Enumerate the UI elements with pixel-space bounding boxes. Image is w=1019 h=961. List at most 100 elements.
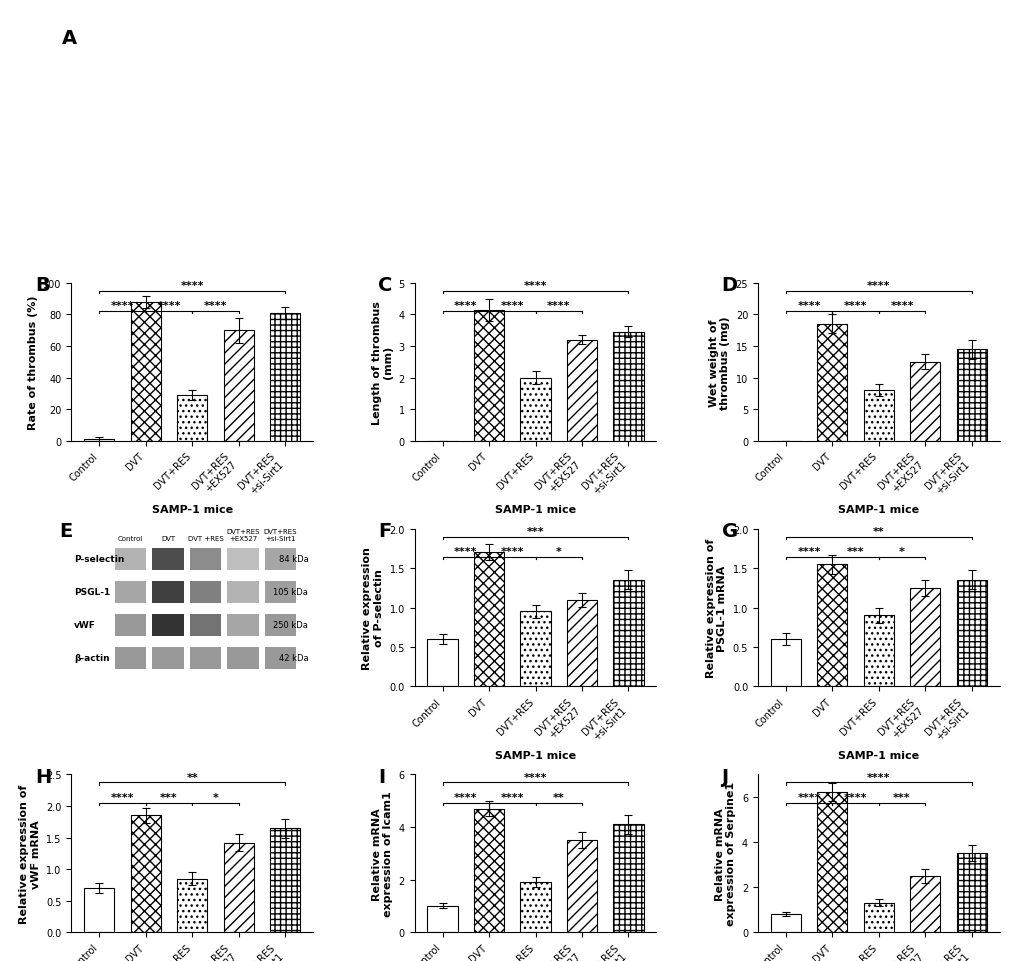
- Bar: [130, 303, 161, 441]
- Bar: [863, 616, 893, 687]
- X-axis label: SAMP-1 mice: SAMP-1 mice: [494, 751, 576, 760]
- Bar: [227, 581, 259, 604]
- Bar: [474, 809, 503, 932]
- Bar: [152, 614, 183, 636]
- Bar: [770, 914, 800, 932]
- Text: ****: ****: [866, 281, 890, 290]
- Text: DVT: DVT: [161, 535, 175, 542]
- X-axis label: SAMP-1 mice: SAMP-1 mice: [838, 505, 918, 515]
- Y-axis label: Relative mRNA
expression of Serpine1: Relative mRNA expression of Serpine1: [714, 781, 736, 925]
- Text: ****: ****: [843, 792, 866, 802]
- Text: 42 kDa: 42 kDa: [278, 653, 308, 663]
- Bar: [474, 310, 503, 441]
- Bar: [177, 878, 207, 932]
- X-axis label: SAMP-1 mice: SAMP-1 mice: [838, 751, 918, 760]
- Bar: [520, 612, 550, 687]
- Bar: [816, 325, 847, 441]
- Bar: [567, 600, 596, 687]
- Text: ****: ****: [157, 301, 180, 311]
- Text: J: J: [720, 767, 728, 786]
- Bar: [190, 581, 221, 604]
- Bar: [567, 340, 596, 441]
- Bar: [612, 333, 643, 441]
- Bar: [909, 588, 940, 687]
- Bar: [190, 614, 221, 636]
- Bar: [770, 639, 800, 687]
- Bar: [152, 581, 183, 604]
- Bar: [270, 828, 300, 932]
- Text: ***: ***: [160, 792, 177, 802]
- Text: ****: ****: [797, 547, 820, 556]
- Bar: [270, 313, 300, 441]
- Bar: [223, 331, 254, 441]
- Y-axis label: Wet weight of
thrombus (mg): Wet weight of thrombus (mg): [708, 315, 730, 409]
- Bar: [115, 648, 146, 669]
- Text: ****: ****: [453, 547, 477, 556]
- Text: C: C: [378, 276, 392, 295]
- Bar: [863, 391, 893, 441]
- Text: ****: ****: [523, 281, 547, 290]
- X-axis label: SAMP-1 mice: SAMP-1 mice: [494, 505, 576, 515]
- Text: I: I: [378, 767, 385, 786]
- Bar: [190, 648, 221, 669]
- Bar: [152, 548, 183, 570]
- Text: H: H: [35, 767, 51, 786]
- Text: PSGL-1: PSGL-1: [73, 587, 110, 597]
- Text: 84 kDa: 84 kDa: [278, 554, 308, 563]
- Text: F: F: [378, 521, 391, 540]
- Text: ****: ****: [797, 301, 820, 311]
- Text: ****: ****: [890, 301, 913, 311]
- Bar: [115, 581, 146, 604]
- Text: DVT+RES
+EX527: DVT+RES +EX527: [226, 529, 260, 542]
- Bar: [190, 548, 221, 570]
- Bar: [85, 888, 114, 932]
- Bar: [427, 906, 458, 932]
- Text: **: **: [186, 772, 198, 781]
- Text: **: **: [872, 527, 883, 536]
- Bar: [130, 816, 161, 932]
- Text: Control: Control: [118, 535, 143, 542]
- Bar: [265, 581, 296, 604]
- Y-axis label: Relative expression
of P-selectin: Relative expression of P-selectin: [362, 547, 383, 669]
- Bar: [816, 793, 847, 932]
- X-axis label: SAMP-1 mice: SAMP-1 mice: [152, 505, 232, 515]
- Bar: [863, 903, 893, 932]
- Text: ****: ****: [453, 792, 477, 802]
- Text: ****: ****: [500, 547, 524, 556]
- Text: 250 kDa: 250 kDa: [273, 621, 308, 629]
- Bar: [152, 648, 183, 669]
- Bar: [909, 362, 940, 441]
- Text: 105 kDa: 105 kDa: [273, 587, 308, 597]
- Bar: [265, 548, 296, 570]
- Bar: [227, 548, 259, 570]
- Text: ****: ****: [453, 301, 477, 311]
- Text: ****: ****: [500, 792, 524, 802]
- Bar: [115, 548, 146, 570]
- Text: ****: ****: [500, 301, 524, 311]
- Bar: [520, 378, 550, 441]
- Text: ****: ****: [204, 301, 227, 311]
- Bar: [427, 639, 458, 687]
- Bar: [265, 614, 296, 636]
- Text: DVT +RES: DVT +RES: [187, 535, 223, 542]
- Bar: [177, 396, 207, 441]
- Bar: [115, 614, 146, 636]
- Text: A: A: [62, 29, 77, 48]
- Y-axis label: Rate of thrombus (%): Rate of thrombus (%): [28, 295, 38, 430]
- Y-axis label: Relative mRNA
expression of Icam1: Relative mRNA expression of Icam1: [371, 791, 392, 916]
- Text: ****: ****: [111, 301, 135, 311]
- Text: *: *: [212, 792, 218, 802]
- Bar: [909, 875, 940, 932]
- Y-axis label: Relative expression of
PSGL-1 mRNA: Relative expression of PSGL-1 mRNA: [705, 538, 727, 678]
- Text: ****: ****: [797, 792, 820, 802]
- Text: ****: ****: [546, 301, 570, 311]
- Text: B: B: [35, 276, 50, 295]
- Bar: [227, 648, 259, 669]
- Bar: [956, 350, 985, 441]
- Text: DVT+RES
+si-Sirt1: DVT+RES +si-Sirt1: [264, 529, 297, 542]
- Bar: [85, 439, 114, 441]
- Y-axis label: Length of thrombus
(mm): Length of thrombus (mm): [371, 301, 392, 424]
- Text: ****: ****: [111, 792, 135, 802]
- Text: G: G: [720, 521, 737, 540]
- Text: D: D: [720, 276, 737, 295]
